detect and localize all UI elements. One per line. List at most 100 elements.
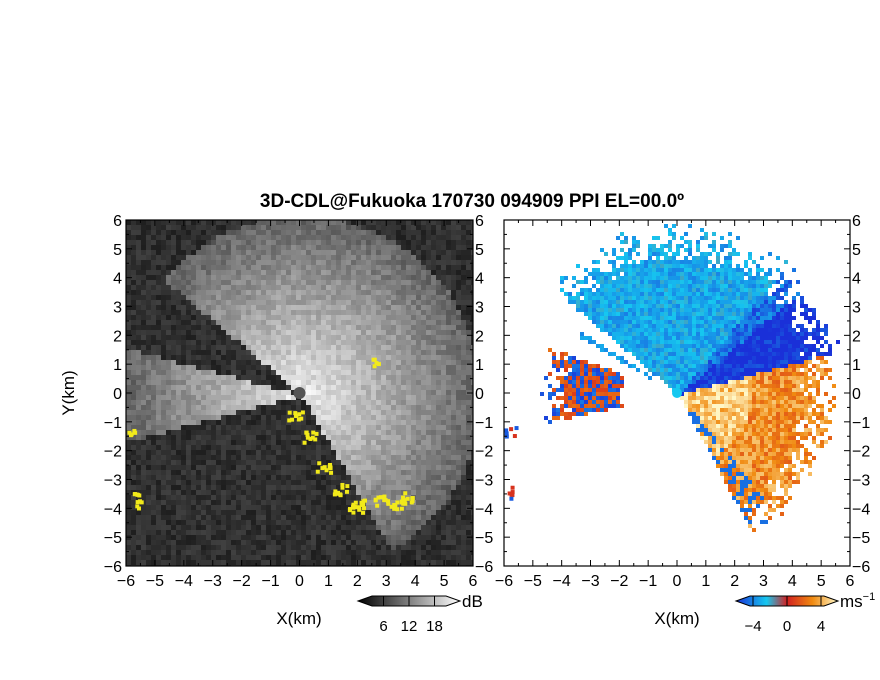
reflectivity-cell: [216, 260, 221, 265]
reflectivity-cell: [266, 235, 271, 240]
reflectivity-cell: [456, 320, 461, 325]
reflectivity-cell: [366, 225, 371, 230]
reflectivity-cell: [301, 220, 306, 225]
reflectivity-cell: [311, 255, 316, 260]
reflectivity-cell: [386, 355, 391, 360]
reflectivity-cell: [386, 430, 391, 435]
reflectivity-cell: [436, 240, 441, 245]
reflectivity-cell: [341, 510, 346, 515]
reflectivity-cell: [201, 415, 206, 420]
reflectivity-cell: [331, 445, 336, 450]
reflectivity-cell: [346, 330, 351, 335]
reflectivity-cell: [286, 350, 291, 355]
reflectivity-cell: [231, 500, 236, 505]
reflectivity-cell: [441, 560, 446, 565]
reflectivity-cell: [226, 245, 231, 250]
reflectivity-cell: [171, 465, 176, 470]
reflectivity-cell: [266, 420, 271, 425]
reflectivity-cell: [136, 475, 141, 480]
reflectivity-cell: [446, 280, 451, 285]
reflectivity-cell: [431, 285, 436, 290]
reflectivity-cell: [351, 395, 356, 400]
reflectivity-cell: [471, 470, 473, 475]
reflectivity-cell: [241, 465, 246, 470]
reflectivity-cell: [156, 375, 161, 380]
reflectivity-cell: [161, 380, 166, 385]
reflectivity-cell: [271, 405, 276, 410]
reflectivity-cell: [176, 470, 181, 475]
reflectivity-cell: [351, 435, 356, 440]
reflectivity-cell: [226, 385, 231, 390]
reflectivity-cell: [161, 240, 166, 245]
reflectivity-cell: [271, 415, 276, 420]
reflectivity-cell: [241, 375, 246, 380]
reflectivity-cell: [211, 430, 216, 435]
reflectivity-cell: [436, 560, 441, 565]
reflectivity-cell: [391, 435, 396, 440]
reflectivity-cell: [131, 515, 136, 520]
reflectivity-cell: [456, 225, 461, 230]
reflectivity-cell: [231, 345, 236, 350]
reflectivity-cell: [191, 390, 196, 395]
reflectivity-cell: [261, 455, 266, 460]
reflectivity-cell: [221, 550, 226, 555]
reflectivity-cell: [276, 460, 281, 465]
reflectivity-cell: [226, 465, 231, 470]
reflectivity-cell: [211, 355, 216, 360]
reflectivity-cell: [156, 505, 161, 510]
reflectivity-cell: [341, 320, 346, 325]
reflectivity-cell: [181, 495, 186, 500]
reflectivity-cell: [211, 470, 216, 475]
reflectivity-cell: [321, 295, 326, 300]
reflectivity-cell: [381, 465, 386, 470]
reflectivity-cell: [411, 550, 416, 555]
reflectivity-cell: [151, 355, 156, 360]
reflectivity-cell: [216, 400, 221, 405]
reflectivity-cell: [351, 240, 356, 245]
reflectivity-cell: [396, 465, 401, 470]
reflectivity-cell: [216, 335, 221, 340]
reflectivity-cell: [466, 495, 471, 500]
reflectivity-cell: [161, 220, 166, 225]
reflectivity-cell: [306, 475, 311, 480]
reflectivity-cell: [361, 455, 366, 460]
reflectivity-cell: [341, 475, 346, 480]
reflectivity-cell: [466, 450, 471, 455]
reflectivity-cell: [186, 430, 191, 435]
reflectivity-cell: [376, 290, 381, 295]
reflectivity-cell: [241, 440, 246, 445]
reflectivity-cell: [306, 355, 311, 360]
reflectivity-cell: [266, 300, 271, 305]
reflectivity-cell: [386, 440, 391, 445]
reflectivity-cell: [181, 530, 186, 535]
reflectivity-cell: [236, 420, 241, 425]
reflectivity-cell: [396, 385, 401, 390]
reflectivity-cell: [126, 225, 131, 230]
reflectivity-cell: [426, 295, 431, 300]
reflectivity-cell: [331, 235, 336, 240]
reflectivity-cell: [321, 365, 326, 370]
reflectivity-cell: [461, 305, 466, 310]
reflectivity-cell: [366, 220, 371, 225]
reflectivity-cell: [236, 260, 241, 265]
reflectivity-cell: [151, 480, 156, 485]
reflectivity-cell: [291, 255, 296, 260]
reflectivity-cell: [206, 405, 211, 410]
reflectivity-cell: [126, 400, 131, 405]
reflectivity-cell: [266, 415, 271, 420]
reflectivity-cell: [341, 235, 346, 240]
reflectivity-cell: [386, 480, 391, 485]
reflectivity-cell: [456, 495, 461, 500]
reflectivity-cell: [426, 265, 431, 270]
reflectivity-cell: [381, 380, 386, 385]
reflectivity-cell: [431, 350, 436, 355]
reflectivity-cell: [171, 390, 176, 395]
reflectivity-cell: [346, 425, 351, 430]
reflectivity-cell: [436, 425, 441, 430]
reflectivity-cell: [141, 560, 146, 565]
reflectivity-cell: [151, 540, 156, 545]
reflectivity-cell: [361, 460, 366, 465]
reflectivity-cell: [271, 460, 276, 465]
reflectivity-cell: [261, 310, 266, 315]
reflectivity-cell: [386, 220, 391, 225]
